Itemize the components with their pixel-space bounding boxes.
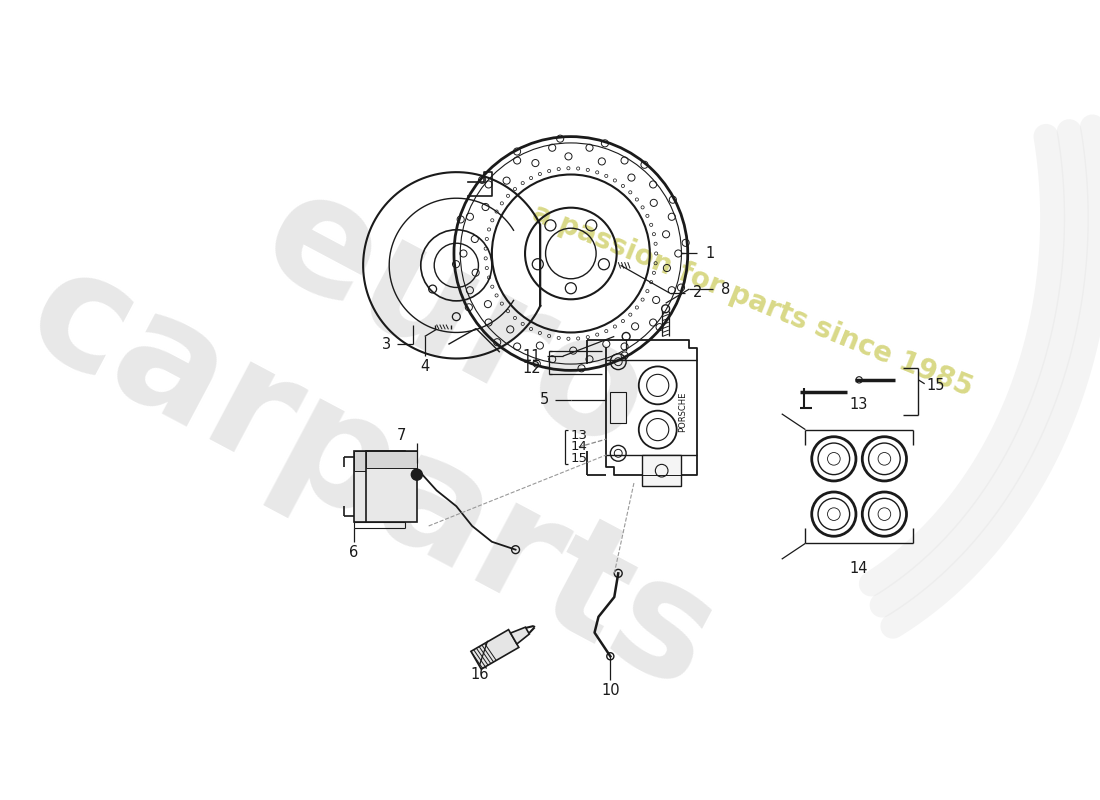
Polygon shape bbox=[365, 451, 417, 468]
Text: 10: 10 bbox=[601, 682, 619, 698]
Text: 1: 1 bbox=[705, 246, 714, 261]
Polygon shape bbox=[642, 455, 681, 486]
Circle shape bbox=[411, 469, 422, 480]
Text: 16: 16 bbox=[471, 667, 490, 682]
Text: 11: 11 bbox=[522, 349, 541, 364]
Text: a passion for parts since 1985: a passion for parts since 1985 bbox=[528, 199, 977, 402]
Polygon shape bbox=[354, 451, 405, 522]
Text: 6: 6 bbox=[349, 545, 359, 559]
Text: 13: 13 bbox=[850, 397, 868, 412]
Text: PORSCHE: PORSCHE bbox=[679, 391, 688, 432]
Text: 15: 15 bbox=[926, 378, 945, 393]
Text: 14: 14 bbox=[571, 441, 587, 454]
Polygon shape bbox=[471, 630, 519, 669]
Text: 8: 8 bbox=[720, 282, 730, 297]
Text: 5: 5 bbox=[539, 392, 549, 407]
Text: 15: 15 bbox=[571, 452, 587, 466]
Text: euro
carparts: euro carparts bbox=[2, 75, 824, 724]
Text: 14: 14 bbox=[850, 561, 868, 576]
Text: 2: 2 bbox=[693, 286, 702, 301]
Polygon shape bbox=[510, 627, 529, 644]
Text: 13: 13 bbox=[571, 429, 587, 442]
Text: 7: 7 bbox=[396, 428, 406, 442]
Text: 12: 12 bbox=[522, 361, 541, 375]
Polygon shape bbox=[354, 451, 405, 470]
Polygon shape bbox=[365, 451, 417, 522]
Text: 4: 4 bbox=[420, 359, 429, 374]
Polygon shape bbox=[610, 392, 626, 423]
Text: 3: 3 bbox=[382, 337, 390, 352]
